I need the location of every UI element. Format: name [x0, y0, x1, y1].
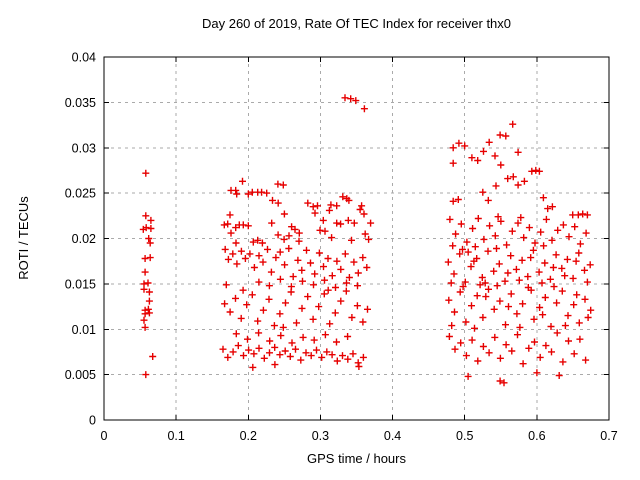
chart-title: Day 260 of 2019, Rate Of TEC Index for r… [201, 16, 512, 31]
x-axis-label: GPS time / hours [307, 451, 406, 466]
x-tick-label: 0.6 [528, 429, 545, 443]
y-tick-label: 0.02 [72, 232, 96, 246]
x-tick-label: 0.7 [600, 429, 617, 443]
y-tick-label: 0.015 [65, 277, 96, 291]
y-tick-label: 0.035 [65, 96, 96, 110]
y-axis-label: ROTI / TECUs [16, 196, 31, 280]
y-tick-label: 0 [89, 414, 96, 428]
data-points [139, 94, 595, 387]
x-tick-label: 0.4 [384, 429, 401, 443]
x-tick-label: 0 [101, 429, 108, 443]
y-tick-label: 0.005 [65, 368, 96, 382]
x-tick-label: 0.2 [240, 429, 257, 443]
x-tick-label: 0.3 [312, 429, 329, 443]
y-tick-label: 0.03 [72, 141, 96, 155]
x-tick-label: 0.5 [456, 429, 473, 443]
y-tick-label: 0.025 [65, 187, 96, 201]
y-tick-label: 0.04 [72, 51, 96, 65]
x-tick-label: 0.1 [167, 429, 184, 443]
y-tick-label: 0.01 [72, 323, 96, 337]
